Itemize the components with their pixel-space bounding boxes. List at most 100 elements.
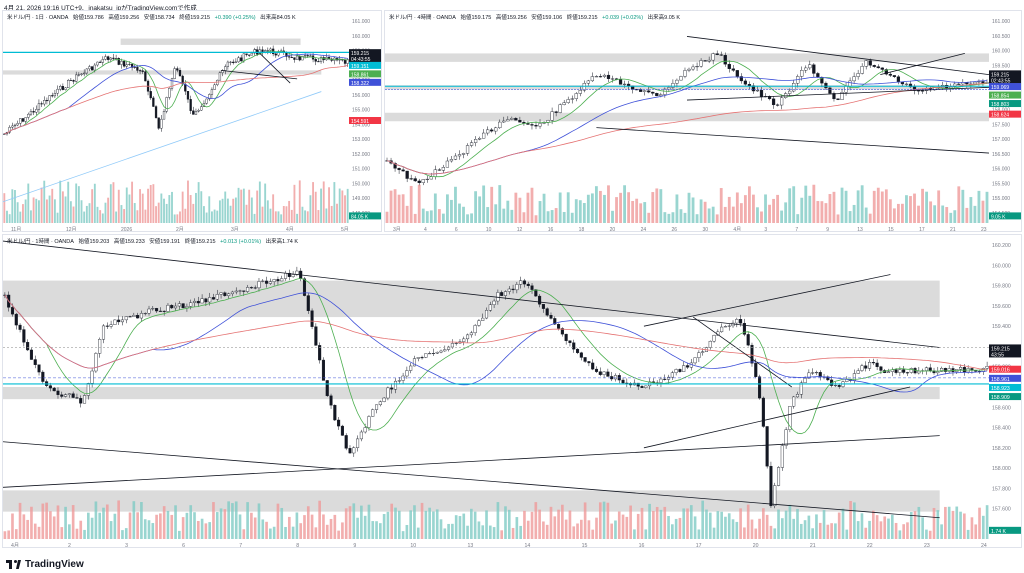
candle bbox=[886, 371, 891, 374]
candle bbox=[515, 284, 519, 291]
volume-bar bbox=[159, 513, 162, 539]
candle bbox=[679, 76, 683, 81]
volume-bar bbox=[22, 514, 26, 539]
volume-bar bbox=[462, 513, 466, 539]
volume-bar bbox=[949, 212, 953, 223]
volume-bar bbox=[128, 512, 132, 539]
candle bbox=[795, 394, 800, 398]
volume-bar bbox=[587, 520, 591, 539]
candle bbox=[69, 79, 73, 81]
volume-bar bbox=[965, 207, 969, 223]
candle bbox=[683, 70, 687, 77]
candle bbox=[310, 310, 314, 327]
volume-bar bbox=[8, 214, 11, 223]
volume-bar bbox=[478, 196, 482, 223]
volume-bar bbox=[72, 206, 75, 223]
candle bbox=[174, 305, 178, 309]
candle bbox=[723, 326, 727, 328]
volume-bar bbox=[26, 519, 29, 539]
candle bbox=[253, 49, 256, 54]
volume-bar bbox=[768, 204, 771, 223]
candle bbox=[876, 66, 880, 69]
candle bbox=[667, 87, 671, 90]
candle bbox=[106, 56, 110, 60]
volume-bar bbox=[466, 525, 469, 539]
time-axis-label: 2026 bbox=[121, 227, 132, 232]
candle bbox=[240, 57, 243, 62]
volume-bar bbox=[337, 530, 340, 539]
time-axis-label: 3 bbox=[764, 227, 767, 232]
volume-bar bbox=[864, 207, 868, 223]
candle bbox=[428, 353, 432, 355]
volume-bar bbox=[545, 524, 549, 539]
time-axis-label: 23 bbox=[981, 227, 987, 232]
candle bbox=[739, 319, 743, 324]
price-axis-label: 158.000 bbox=[992, 108, 1010, 114]
volume-bar bbox=[371, 521, 375, 539]
volume-bar bbox=[131, 181, 134, 223]
time-axis-label: 13 bbox=[467, 543, 473, 548]
candle bbox=[269, 48, 272, 51]
trend-line bbox=[255, 48, 291, 84]
trend-line bbox=[643, 386, 911, 449]
volume-bar bbox=[913, 511, 917, 539]
volume-bar bbox=[643, 202, 647, 223]
candle bbox=[586, 80, 590, 84]
price-badge bbox=[989, 212, 1021, 220]
candle bbox=[949, 86, 953, 89]
volume-bar bbox=[136, 210, 139, 223]
ma-short-line bbox=[4, 50, 348, 135]
symbol-label: 米ドル/円 · 1時間 · OANDA bbox=[7, 239, 74, 245]
change-value: +0.039 (+0.02%) bbox=[602, 15, 644, 21]
volume-bar bbox=[213, 209, 216, 223]
volume-bar bbox=[562, 211, 566, 223]
candle bbox=[192, 300, 197, 303]
volume-bar bbox=[35, 198, 38, 223]
candle bbox=[621, 379, 625, 384]
volume-bar bbox=[356, 517, 359, 539]
candle bbox=[301, 55, 304, 61]
time-axis-label: 22 bbox=[867, 543, 873, 548]
candle bbox=[83, 72, 86, 75]
volume-bar bbox=[929, 201, 933, 223]
price-badge bbox=[349, 49, 381, 63]
volume-bar bbox=[269, 528, 272, 539]
candle bbox=[257, 281, 261, 289]
price-axis-label: 153.000 bbox=[352, 137, 370, 143]
volume-bar bbox=[309, 195, 312, 223]
volume-bar bbox=[185, 512, 189, 539]
volume-bar bbox=[606, 502, 610, 539]
volume-bar bbox=[614, 520, 617, 539]
volume-bar bbox=[978, 507, 981, 539]
daily-chart-panel[interactable]: 米ドル/円 · 1日 · OANDA 始値159.786 高値159.256 安… bbox=[2, 10, 382, 232]
volume-bar bbox=[272, 526, 276, 539]
volume-bar bbox=[963, 513, 966, 539]
candle bbox=[511, 288, 515, 291]
candle bbox=[814, 372, 818, 374]
volume-bar bbox=[941, 205, 945, 223]
price-badge-text: 158.961 bbox=[991, 377, 1010, 383]
candle bbox=[636, 382, 640, 387]
volume-bar bbox=[264, 183, 267, 223]
candle bbox=[751, 85, 756, 92]
time-axis-label: 21 bbox=[950, 227, 956, 232]
volume-bar bbox=[542, 193, 546, 223]
candle bbox=[457, 154, 462, 157]
candle bbox=[393, 380, 398, 390]
volume-bar bbox=[872, 510, 875, 539]
price-axis-label: 160.000 bbox=[992, 263, 1011, 269]
candle bbox=[477, 320, 481, 326]
h4-chart-canvas[interactable]: 161.000160.500160.000159.500159.000158.5… bbox=[385, 11, 1022, 232]
daily-chart-canvas[interactable]: 161.000160.000159.000158.000157.000156.0… bbox=[3, 11, 382, 232]
candle bbox=[232, 61, 235, 63]
h1-chart-panel[interactable]: 米ドル/円 · 1時間 · OANDA 始値159.203 高値159.233 … bbox=[2, 234, 1022, 548]
volume-bar bbox=[553, 516, 557, 539]
h1-chart-canvas[interactable]: 160.200 160.000 159.800 159.600 159.400 159.2… bbox=[3, 235, 1022, 548]
volume-bar bbox=[303, 515, 306, 539]
tradingview-branding: TradingView bbox=[6, 559, 84, 570]
volume-bar bbox=[482, 185, 486, 223]
candle bbox=[898, 369, 902, 373]
volume-bar bbox=[109, 521, 113, 539]
h4-chart-panel[interactable]: 米ドル/円 · 4時間 · OANDA 始値159.175 高値159.256 … bbox=[384, 10, 1022, 232]
change-value: +0.390 (+0.25%) bbox=[214, 15, 256, 21]
